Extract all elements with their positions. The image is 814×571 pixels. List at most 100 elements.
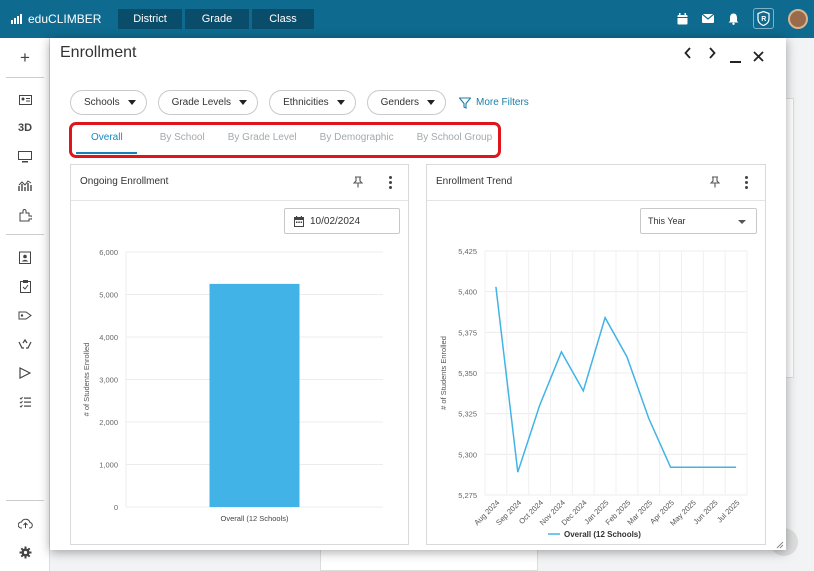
tab-by-demographic[interactable]: By Demographic xyxy=(319,132,394,143)
send-icon[interactable] xyxy=(17,365,33,381)
bar xyxy=(209,283,300,507)
caret-down-icon xyxy=(239,100,248,105)
card-title: Enrollment Trend xyxy=(436,176,513,187)
more-filters-label: More Filters xyxy=(476,97,529,108)
filter-label: Grade Levels xyxy=(171,97,232,108)
next-icon[interactable] xyxy=(708,46,716,63)
top-bar: eduCLIMBER District Grade Class R xyxy=(0,0,814,38)
y-tick-label: 1,000 xyxy=(99,461,118,470)
calendar-icon[interactable] xyxy=(677,12,688,25)
sidebar-divider xyxy=(6,500,44,501)
mail-icon[interactable] xyxy=(702,14,714,23)
monitor-icon[interactable] xyxy=(17,149,33,165)
range-select[interactable]: This Year xyxy=(640,208,757,234)
resize-handle-icon[interactable] xyxy=(776,541,784,549)
hands-icon[interactable] xyxy=(17,336,33,352)
close-icon[interactable] xyxy=(753,49,764,66)
tag-icon[interactable] xyxy=(17,307,33,323)
nav-district[interactable]: District xyxy=(118,9,182,29)
pin-icon[interactable] xyxy=(710,176,720,188)
id-card-icon[interactable] xyxy=(17,92,33,108)
ongoing-enrollment-chart: 0 1,000 2,000 3,000 4,000 5,000 6,000 Overall (… xyxy=(82,248,383,523)
schools-filter[interactable]: Schools xyxy=(70,90,147,115)
logo-bars-icon xyxy=(11,14,22,24)
range-value: This Year xyxy=(648,216,686,226)
minimize-icon[interactable] xyxy=(730,50,741,67)
app-name: eduCLIMBER xyxy=(28,12,102,26)
y-axis-label: # of Students Enrolled xyxy=(82,343,91,417)
x-tick-label: Overall (12 Schools) xyxy=(221,514,289,523)
caret-down-icon xyxy=(336,100,345,105)
filter-icon xyxy=(459,96,471,109)
card-header: Ongoing Enrollment xyxy=(71,165,408,201)
nav-grade[interactable]: Grade xyxy=(185,9,249,29)
ethnicities-filter[interactable]: Ethnicities xyxy=(269,90,356,115)
sidebar-divider xyxy=(6,234,44,235)
y-tick-label: 6,000 xyxy=(99,248,118,257)
genders-filter[interactable]: Genders xyxy=(366,90,446,115)
y-tick-label: 5,400 xyxy=(458,288,477,297)
cloud-upload-icon[interactable] xyxy=(17,515,33,531)
caret-down-icon xyxy=(427,100,435,105)
tab-by-school-group[interactable]: By School Group xyxy=(416,132,493,143)
date-picker[interactable]: 10/02/2024 xyxy=(284,208,400,234)
tab-highlight-annotation xyxy=(69,122,501,158)
profile-badge-icon[interactable]: R xyxy=(753,8,774,29)
y-tick-label: 5,275 xyxy=(458,491,477,500)
grade-levels-filter[interactable]: Grade Levels xyxy=(157,90,259,115)
ongoing-enrollment-card: Ongoing Enrollment 10/02/2024 0 1,000 2,00… xyxy=(70,164,409,545)
app-logo[interactable]: eduCLIMBER xyxy=(0,12,118,26)
tab-by-school[interactable]: By School xyxy=(159,132,205,143)
filter-bar: Schools Grade Levels Ethnicities Genders… xyxy=(70,90,529,115)
svg-text:R: R xyxy=(761,16,766,23)
y-tick-label: 5,425 xyxy=(458,247,477,256)
y-tick-label: 4,000 xyxy=(99,333,118,342)
card-header: Enrollment Trend xyxy=(427,165,765,201)
y-tick-label: 5,300 xyxy=(458,450,477,459)
more-filters-button[interactable]: More Filters xyxy=(459,96,529,109)
tab-bar: Overall By School By Grade Level By Demo… xyxy=(76,126,515,154)
caret-down-icon xyxy=(127,100,136,105)
user-avatar[interactable] xyxy=(788,8,808,29)
filter-label: Schools xyxy=(84,97,120,108)
y-tick-label: 5,350 xyxy=(458,369,477,378)
date-value: 10/02/2024 xyxy=(310,215,361,227)
legend-label: Overall (12 Schools) xyxy=(564,530,641,539)
filter-label: Ethnicities xyxy=(283,97,329,108)
y-tick-label: 0 xyxy=(114,503,118,512)
filter-label: Genders xyxy=(380,97,419,108)
enrollment-trend-card: Enrollment Trend This Year 5,275 5,300 5,3… xyxy=(426,164,766,545)
card-title: Ongoing Enrollment xyxy=(80,176,169,187)
prev-icon[interactable] xyxy=(684,46,692,63)
y-tick-label: 5,375 xyxy=(458,328,477,337)
contact-icon[interactable] xyxy=(17,249,33,265)
checklist-icon[interactable] xyxy=(17,394,33,410)
nav-class[interactable]: Class xyxy=(252,9,314,29)
sidebar: + 3D xyxy=(0,38,50,571)
enrollment-modal: Enrollment Schools Grade Levels Ethnicit… xyxy=(50,38,786,550)
chart-icon[interactable] xyxy=(17,178,33,194)
pin-icon[interactable] xyxy=(353,176,363,188)
gear-icon[interactable] xyxy=(17,544,33,560)
bell-icon[interactable] xyxy=(728,13,739,25)
y-tick-label: 5,325 xyxy=(458,410,477,419)
series-line xyxy=(495,286,737,473)
more-options-icon[interactable] xyxy=(389,176,392,191)
more-options-icon[interactable] xyxy=(745,176,748,191)
x-tick-label: Jun 2025 xyxy=(691,498,719,526)
x-tick-label: Jul 2025 xyxy=(715,498,741,524)
modal-title: Enrollment xyxy=(60,44,137,61)
3d-icon[interactable]: 3D xyxy=(17,122,33,134)
sidebar-divider xyxy=(6,77,44,78)
calendar-icon xyxy=(294,215,304,227)
y-tick-label: 5,000 xyxy=(99,291,118,300)
tab-by-grade-level[interactable]: By Grade Level xyxy=(227,132,297,143)
puzzle-icon[interactable] xyxy=(17,207,33,223)
tab-overall[interactable]: Overall xyxy=(76,126,137,154)
y-tick-label: 2,000 xyxy=(99,418,118,427)
clipboard-icon[interactable] xyxy=(17,278,33,294)
add-icon[interactable]: + xyxy=(20,48,30,67)
y-tick-label: 3,000 xyxy=(99,376,118,385)
y-axis-label: # of Students Enrolled xyxy=(439,336,448,410)
